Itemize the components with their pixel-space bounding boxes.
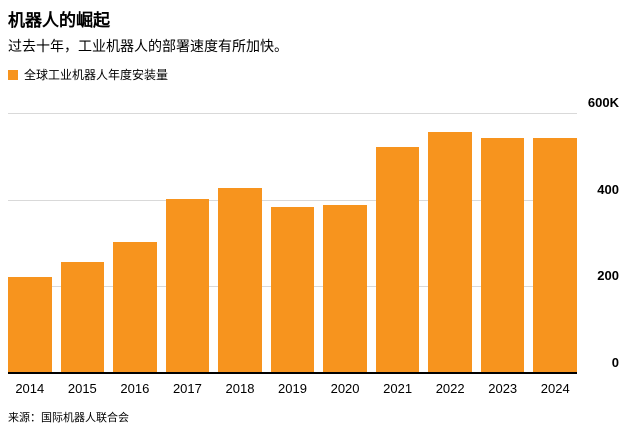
source-note: 来源：国际机器人联合会	[8, 412, 129, 424]
x-tick-label-2018: 2018	[225, 381, 255, 396]
legend-label: 全球工业机器人年度安装量	[24, 68, 169, 82]
bars	[8, 90, 578, 372]
bar-2020	[323, 205, 367, 372]
bar-chart: 0 200 400 600K 2014 2015 2016 2017 2018 2019 2020…	[8, 90, 619, 397]
gridline-600	[8, 113, 577, 114]
plot-area: 0 200 400 600K	[8, 90, 619, 374]
x-tick-label-2023: 2023	[488, 381, 518, 396]
x-tick-label-2022: 2022	[435, 381, 465, 396]
bar-2024	[533, 138, 578, 372]
x-tick-label-2020: 2020	[330, 381, 360, 396]
gridline-400	[8, 199, 577, 201]
x-tick-label-2019: 2019	[278, 381, 307, 396]
x-tick-label-2015: 2015	[67, 381, 97, 396]
y-tick-label-600: 600K	[587, 95, 619, 110]
page-subtitle: 过去十年，工业机器人的部署速度有所加快。	[8, 38, 288, 54]
bar-2023	[480, 138, 525, 372]
x-axis-line	[8, 372, 577, 374]
x-tick-label-2021: 2021	[383, 381, 413, 396]
page-title: 机器人的崛起	[8, 11, 110, 30]
bar-2015	[60, 261, 105, 372]
bar-2021	[375, 146, 420, 372]
bar-2017	[165, 198, 210, 372]
x-tick-label-2014: 2014	[15, 381, 45, 396]
legend: 全球工业机器人年度安装量	[8, 68, 619, 82]
bar-2016	[113, 242, 157, 372]
x-tick-label-2016: 2016	[120, 381, 150, 396]
y-tick-label-400: 400	[597, 181, 619, 197]
bar-2022	[428, 132, 472, 372]
legend-swatch-icon	[8, 70, 18, 80]
x-tick-label-2024: 2024	[540, 381, 570, 396]
y-tick-label-0: 0	[611, 355, 619, 370]
bar-2019	[270, 207, 315, 372]
x-axis-labels: 2014 2015 2016 2017 2018 2019 2020 2021 2022 2023…	[8, 374, 577, 397]
y-tick-label-200: 200	[597, 268, 619, 284]
bar-2014	[8, 276, 52, 372]
x-tick-label-2017: 2017	[172, 381, 202, 396]
bar-2018	[218, 187, 262, 372]
